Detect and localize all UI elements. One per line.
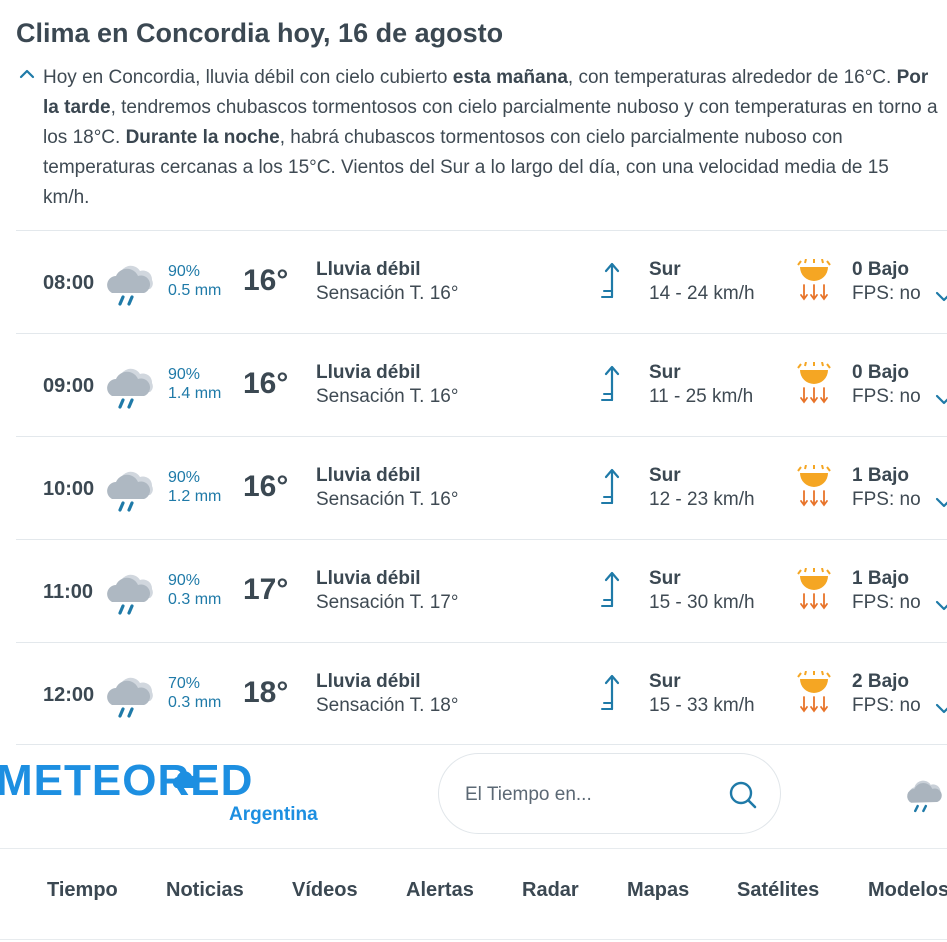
logo-country: Argentina bbox=[229, 804, 318, 825]
wind-speed: 11 - 25 km/h bbox=[649, 386, 754, 407]
wind-arrow-icon bbox=[601, 262, 620, 299]
condition: Lluvia débil bbox=[316, 465, 421, 486]
forecast-time: 10:00 bbox=[43, 478, 95, 500]
sun-uv-icon bbox=[797, 465, 831, 507]
wind-speed: 12 - 23 km/h bbox=[649, 489, 755, 510]
temperature: 16° bbox=[243, 367, 289, 400]
fps-recommendation: FPS: no bbox=[852, 386, 921, 407]
cloud-rain-icon bbox=[107, 471, 153, 512]
wind-arrow-icon bbox=[601, 674, 620, 711]
fps-recommendation: FPS: no bbox=[852, 283, 921, 304]
forecast-row[interactable]: 11:00 90% 0.3 mm 17° Lluvia débil Sensac… bbox=[16, 539, 947, 642]
feels-like: Sensación T. 16° bbox=[316, 386, 459, 407]
feels-like: Sensación T. 16° bbox=[316, 283, 459, 304]
rain-amount: 1.2 mm bbox=[168, 488, 222, 505]
fps-recommendation: FPS: no bbox=[852, 592, 921, 613]
wind-arrow-icon bbox=[601, 365, 620, 402]
wind-arrow-icon bbox=[601, 468, 620, 505]
condition: Lluvia débil bbox=[316, 259, 421, 280]
wind-direction: Sur bbox=[649, 465, 681, 486]
forecast-row[interactable]: 12:00 70% 0.3 mm 18° Lluvia débil Sensac… bbox=[16, 642, 947, 745]
uv-index: 2 Bajo bbox=[852, 671, 910, 692]
hourly-forecast-list: 08:00 90% 0.5 mm 16° Lluvia débil Sensac… bbox=[16, 230, 947, 745]
wind-arrow-icon bbox=[601, 571, 620, 608]
search-icon[interactable] bbox=[727, 779, 759, 811]
rain-probability: 90% bbox=[168, 572, 201, 589]
temperature: 18° bbox=[243, 676, 289, 709]
rain-amount: 0.3 mm bbox=[168, 591, 222, 608]
chevron-up-icon[interactable] bbox=[18, 67, 36, 81]
nav-item-noticias[interactable]: Noticias bbox=[166, 879, 244, 901]
sun-uv-icon bbox=[797, 362, 831, 404]
nav-item-videos[interactable]: Vídeos bbox=[292, 879, 358, 901]
nav-item-satelites[interactable]: Satélites bbox=[737, 879, 820, 901]
logo-cloud-icon bbox=[172, 771, 200, 788]
temperature: 16° bbox=[243, 264, 289, 297]
sun-uv-icon bbox=[797, 259, 831, 301]
cloud-rain-icon bbox=[107, 677, 153, 718]
wind-speed: 15 - 33 km/h bbox=[649, 695, 755, 716]
cloud-rain-icon bbox=[107, 574, 153, 615]
wind-direction: Sur bbox=[649, 259, 681, 280]
sun-uv-icon bbox=[797, 568, 831, 610]
chevron-down-icon[interactable] bbox=[934, 289, 947, 305]
uv-index: 1 Bajo bbox=[852, 465, 910, 486]
nav-item-radar[interactable]: Radar bbox=[522, 879, 579, 901]
condition: Lluvia débil bbox=[316, 362, 421, 383]
uv-index: 0 Bajo bbox=[852, 259, 910, 280]
feels-like: Sensación T. 17° bbox=[316, 592, 459, 613]
wind-speed: 15 - 30 km/h bbox=[649, 592, 755, 613]
wind-direction: Sur bbox=[649, 568, 681, 589]
temperature: 17° bbox=[243, 573, 289, 606]
nav-item-tiempo[interactable]: Tiempo bbox=[47, 879, 118, 901]
rain-amount: 1.4 mm bbox=[168, 385, 222, 402]
fps-recommendation: FPS: no bbox=[852, 695, 921, 716]
rain-amount: 0.3 mm bbox=[168, 694, 222, 711]
feels-like: Sensación T. 16° bbox=[316, 489, 459, 510]
forecast-row[interactable]: 09:00 90% 1.4 mm 16° Lluvia débil Sensac… bbox=[16, 333, 947, 436]
temperature: 16° bbox=[243, 470, 289, 503]
nav-item-mapas[interactable]: Mapas bbox=[627, 879, 690, 901]
wind-direction: Sur bbox=[649, 362, 681, 383]
divider bbox=[16, 744, 947, 745]
forecast-time: 12:00 bbox=[43, 684, 95, 706]
forecast-summary: Hoy en Concordia, lluvia débil con cielo… bbox=[18, 63, 938, 213]
rain-probability: 90% bbox=[168, 263, 201, 280]
forecast-row[interactable]: 08:00 90% 0.5 mm 16° Lluvia débil Sensac… bbox=[16, 230, 947, 333]
rain-probability: 90% bbox=[168, 366, 201, 383]
uv-index: 1 Bajo bbox=[852, 568, 910, 589]
rain-probability: 70% bbox=[168, 675, 201, 692]
condition: Lluvia débil bbox=[316, 568, 421, 589]
cloud-rain-icon bbox=[107, 265, 153, 306]
chevron-down-icon[interactable] bbox=[934, 392, 947, 408]
uv-index: 0 Bajo bbox=[852, 362, 910, 383]
wind-direction: Sur bbox=[649, 671, 681, 692]
chevron-down-icon[interactable] bbox=[934, 598, 947, 614]
feels-like: Sensación T. 18° bbox=[316, 695, 459, 716]
chevron-down-icon[interactable] bbox=[934, 495, 947, 511]
chevron-down-icon[interactable] bbox=[934, 701, 947, 717]
summary-text: Hoy en Concordia, lluvia débil con cielo… bbox=[43, 67, 938, 208]
wind-speed: 14 - 24 km/h bbox=[649, 283, 755, 304]
search-input[interactable] bbox=[463, 780, 707, 810]
nav-item-alertas[interactable]: Alertas bbox=[406, 879, 474, 901]
forecast-time: 11:00 bbox=[43, 581, 94, 603]
rain-probability: 90% bbox=[168, 469, 201, 486]
fps-recommendation: FPS: no bbox=[852, 489, 921, 510]
forecast-time: 09:00 bbox=[43, 375, 95, 397]
page-title: Clima en Concordia hoy, 16 de agosto bbox=[16, 18, 504, 48]
meteored-logo[interactable]: METEORED bbox=[0, 756, 254, 805]
cloud-rain-icon bbox=[107, 368, 153, 409]
current-weather-icon[interactable] bbox=[903, 770, 947, 816]
main-navigation: Tiempo Noticias Vídeos Alertas Radar Mapas Sat… bbox=[0, 848, 947, 940]
forecast-time: 08:00 bbox=[43, 272, 95, 294]
sun-uv-icon bbox=[797, 671, 831, 713]
condition: Lluvia débil bbox=[316, 671, 421, 692]
forecast-row[interactable]: 10:00 90% 1.2 mm 16° Lluvia débil Sensac… bbox=[16, 436, 947, 539]
nav-item-modelos[interactable]: Modelos bbox=[868, 879, 947, 901]
search-box[interactable] bbox=[438, 753, 781, 834]
rain-amount: 0.5 mm bbox=[168, 282, 222, 299]
